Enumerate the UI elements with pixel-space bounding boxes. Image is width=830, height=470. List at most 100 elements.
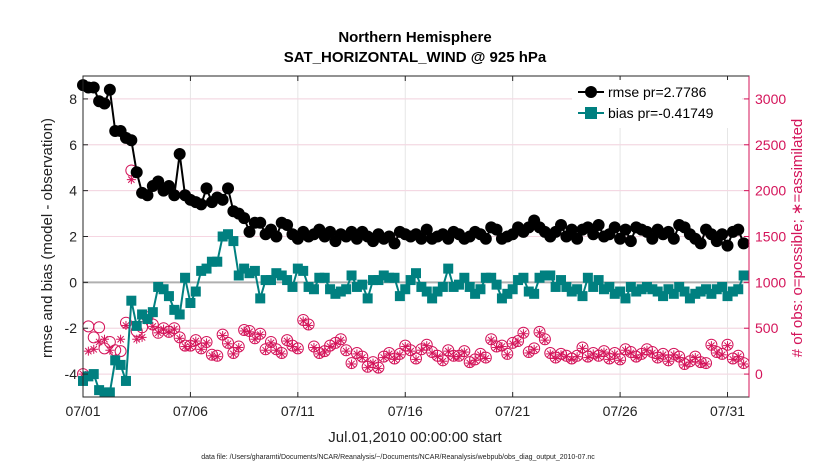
obs-assimilated-marker	[261, 345, 271, 355]
obs-possible-marker	[372, 361, 385, 374]
obs-assimilated-marker	[438, 356, 448, 366]
y-left-tick-label: 4	[69, 183, 77, 199]
obs-possible-marker	[528, 342, 541, 355]
obs-assimilated-marker	[620, 345, 630, 355]
bias-marker	[738, 270, 749, 281]
x-tick-label: 07/26	[603, 403, 638, 419]
obs-possible-marker	[334, 333, 347, 346]
obs-assimilated-marker	[502, 350, 512, 360]
bias-marker	[539, 270, 550, 281]
obs-assimilated-marker	[373, 364, 383, 374]
obs-assimilated-marker	[631, 353, 641, 363]
obs-possible-marker	[721, 338, 734, 351]
obs-possible-marker	[254, 327, 267, 340]
bias-marker	[464, 281, 475, 292]
bias-marker	[588, 281, 599, 292]
bias-marker	[636, 284, 647, 295]
obs-assimilated-marker	[298, 316, 308, 326]
bias-marker	[652, 286, 663, 297]
bias-marker	[604, 281, 615, 292]
rmse-marker	[694, 237, 707, 250]
obs-assimilated-marker	[685, 357, 695, 367]
y-right-tick-label: 2500	[755, 137, 786, 153]
obs-assimilated-marker	[148, 321, 158, 331]
bias-marker	[615, 286, 626, 297]
rmse-marker	[737, 237, 750, 250]
bias-marker	[690, 288, 701, 299]
y-right-tick-label: 2000	[755, 183, 786, 199]
bias-marker	[631, 286, 642, 297]
bias-marker	[228, 236, 239, 247]
obs-possible-marker	[173, 331, 186, 344]
rmse-marker	[162, 180, 175, 193]
obs-assimilated-marker	[384, 349, 394, 359]
rmse-marker	[571, 232, 584, 245]
bias-marker	[453, 279, 464, 290]
obs-assimilated-marker	[271, 345, 281, 355]
obs-assimilated-marker	[336, 335, 346, 345]
rmse-marker	[587, 228, 600, 241]
obs-assimilated-marker	[637, 350, 647, 360]
bias-marker	[443, 263, 454, 274]
rmse-marker	[716, 228, 729, 241]
bias-marker	[368, 275, 379, 286]
bias-marker	[711, 284, 722, 295]
bias-marker	[351, 281, 362, 292]
obs-assimilated-marker	[266, 338, 276, 348]
bias-marker	[384, 272, 395, 283]
bias-marker	[174, 309, 185, 320]
bias-marker	[470, 288, 481, 299]
bias-marker	[668, 288, 679, 299]
y-right-tick-label: 3000	[755, 91, 786, 107]
obs-assimilated-marker	[416, 345, 426, 355]
bias-marker	[663, 284, 674, 295]
legend-rmse-marker	[585, 86, 597, 98]
obs-assimilated-marker	[357, 353, 367, 363]
bias-marker	[641, 281, 652, 292]
obs-assimilated-marker	[567, 354, 577, 364]
legend-bias-label: bias pr=-0.41749	[608, 105, 714, 121]
obs-possible-marker	[87, 331, 100, 344]
y-right-tick-label: 1500	[755, 229, 786, 245]
bias-marker	[582, 272, 593, 283]
rmse-marker	[490, 223, 503, 236]
x-axis-ticks: 07/01 07/06 07/11 07/16 07/21 07/26 07/31	[65, 76, 745, 419]
obs-assimilated-marker	[352, 349, 362, 359]
bias-marker	[341, 284, 352, 295]
bias-marker	[625, 281, 636, 292]
bias-marker	[701, 284, 712, 295]
bias-marker	[706, 288, 717, 299]
bias-marker	[432, 286, 443, 297]
rmse-marker	[130, 166, 143, 179]
obs-assimilated-marker	[454, 352, 464, 362]
bias-marker	[679, 286, 690, 297]
bias-marker	[480, 272, 491, 283]
obs-assimilated-marker	[432, 352, 442, 362]
obs-assimilated-marker	[191, 336, 201, 346]
bias-marker	[502, 288, 513, 299]
bias-marker	[491, 279, 502, 290]
bias-marker	[357, 279, 368, 290]
obs-assimilated-marker	[202, 338, 212, 348]
rmse-marker	[87, 81, 100, 94]
rmse-marker	[565, 223, 578, 236]
bias-marker	[271, 268, 282, 279]
rmse-marker	[732, 223, 745, 236]
bias-marker	[282, 275, 293, 286]
obs-assimilated-marker	[663, 356, 673, 366]
bias-marker	[303, 281, 314, 292]
x-tick-label: 07/06	[173, 403, 208, 419]
obs-possible-marker	[410, 352, 422, 365]
obs-assimilated-marker	[481, 353, 491, 363]
rmse-marker	[619, 223, 632, 236]
y-left-tick-label: -2	[65, 320, 78, 336]
obs-assimilated-marker	[255, 330, 265, 340]
bias-marker	[180, 272, 191, 283]
legend: rmse pr=2.7786 bias pr=-0.41749	[572, 80, 742, 128]
obs-assimilated-marker	[239, 326, 249, 336]
obs-possible-marker	[538, 333, 551, 346]
bias-marker	[448, 281, 459, 292]
rmse-marker	[238, 212, 251, 225]
bias-marker	[421, 286, 432, 297]
